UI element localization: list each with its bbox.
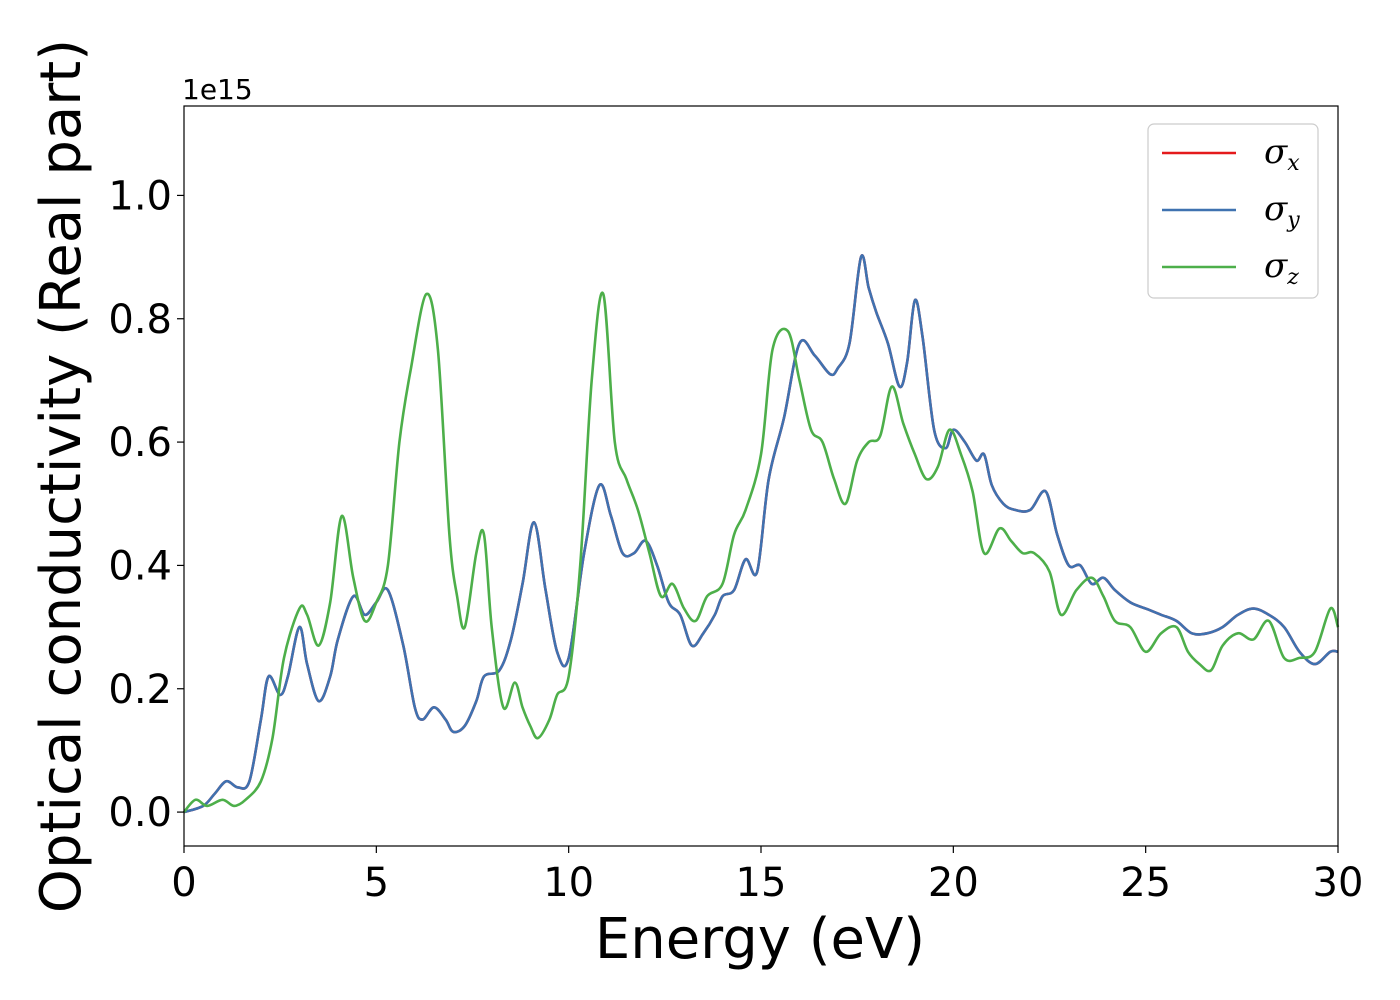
x-tick-label: 0 xyxy=(171,860,196,906)
y-tick-label: 0.2 xyxy=(108,667,172,713)
y-tick-label: 0.8 xyxy=(108,297,172,343)
legend-label-y: σy xyxy=(1264,189,1300,233)
y-axis: 0.0 0.2 0.4 0.6 0.8 1.0 xyxy=(108,173,184,836)
series-line-z xyxy=(182,291,1340,813)
x-tick-label: 10 xyxy=(543,860,594,906)
y-tick-label: 0.4 xyxy=(108,543,172,589)
legend-label-x: σx xyxy=(1264,132,1300,176)
x-tick-label: 15 xyxy=(736,860,787,906)
x-axis-label: Energy (eV) xyxy=(595,907,925,972)
x-tick-label: 30 xyxy=(1313,860,1364,906)
plot-lines xyxy=(182,254,1340,814)
x-tick-label: 25 xyxy=(1120,860,1171,906)
y-tick-label: 0.0 xyxy=(108,790,172,836)
x-tick-label: 20 xyxy=(928,860,979,906)
y-axis-label: Optical conductivity (Real part) xyxy=(29,39,94,913)
x-axis: 0 5 10 15 20 25 30 xyxy=(171,846,1363,906)
y-tick-label: 0.6 xyxy=(108,420,172,466)
y-offset-text: 1e15 xyxy=(182,73,253,106)
y-tick-label: 1.0 xyxy=(108,173,172,219)
series-line-y xyxy=(183,254,1339,814)
x-tick-label: 5 xyxy=(364,860,389,906)
